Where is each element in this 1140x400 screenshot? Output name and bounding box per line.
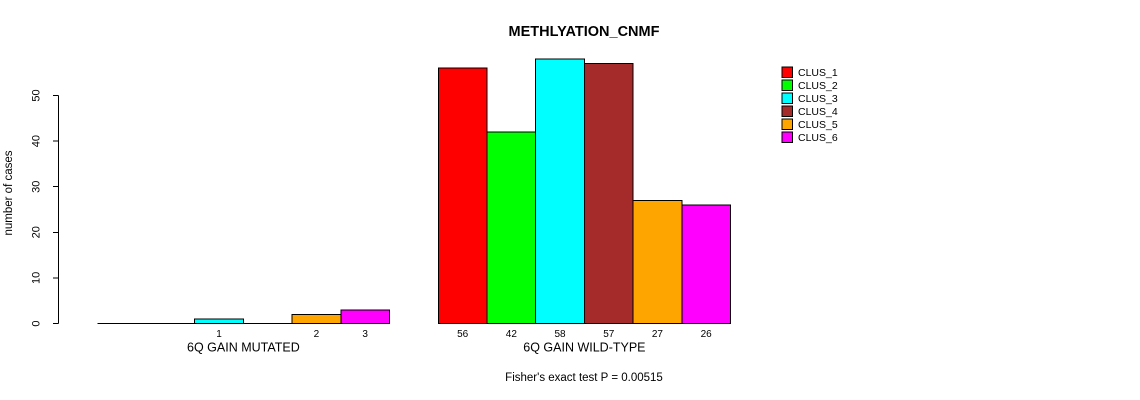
bar-value-label: 26 <box>701 329 713 340</box>
y-tick-label: 40 <box>30 135 42 147</box>
legend-swatch-clus_2 <box>781 79 793 91</box>
bar-clus_5 <box>632 199 683 325</box>
legend-label-clus_1: CLUS_1 <box>798 67 838 79</box>
bar-value-label: 57 <box>603 329 615 340</box>
y-tick-label: 50 <box>30 89 42 101</box>
legend-label-clus_4: CLUS_4 <box>798 106 838 118</box>
y-tick-label: 20 <box>30 226 42 238</box>
y-tick-label: 0 <box>30 320 42 326</box>
legend-label-clus_6: CLUS_6 <box>798 132 838 144</box>
footnote: Fisher's exact test P = 0.00515 <box>505 372 663 384</box>
bar-clus_1 <box>437 67 488 324</box>
legend-swatch-clus_1 <box>781 66 793 78</box>
legend-swatch-clus_6 <box>781 131 793 143</box>
y-axis-label: number of cases <box>3 150 15 235</box>
chart-title: METHLYATION_CNMF <box>509 24 660 40</box>
bar-clus_6 <box>340 309 390 325</box>
legend-label-clus_2: CLUS_2 <box>798 80 838 92</box>
bar-clus_3 <box>535 58 585 325</box>
plot-area: 0 10 20 30 40 50 1 2 3 56 42 58 57 27 26 <box>30 58 731 340</box>
legend-label-clus_3: CLUS_3 <box>798 93 838 105</box>
bar-value-label: 1 <box>216 329 222 340</box>
legend-label-clus_5: CLUS_5 <box>798 119 838 131</box>
group-label-wildtype: 6Q GAIN WILD-TYPE <box>523 341 645 355</box>
group-label-mutated: 6Q GAIN MUTATED <box>187 341 300 355</box>
y-tick-label: 30 <box>30 181 42 193</box>
bar-clus_3 <box>194 318 244 325</box>
bar-value-label: 56 <box>457 329 469 340</box>
legend-swatch-clus_3 <box>781 92 793 104</box>
legend-swatch-clus_5 <box>781 118 793 130</box>
bar-value-label: 3 <box>362 329 368 340</box>
y-tick-label: 10 <box>30 272 42 284</box>
bar-clus_2 <box>486 131 537 324</box>
bar-clus_6 <box>681 204 731 324</box>
bar-clus_5 <box>291 313 342 325</box>
bar-value-label: 42 <box>506 329 518 340</box>
bar-value-label: 2 <box>314 329 320 340</box>
bar-clus_4 <box>583 63 634 325</box>
legend-swatch-clus_4 <box>781 105 793 117</box>
bar-value-label: 58 <box>554 329 566 340</box>
bar-value-label: 27 <box>652 329 664 340</box>
